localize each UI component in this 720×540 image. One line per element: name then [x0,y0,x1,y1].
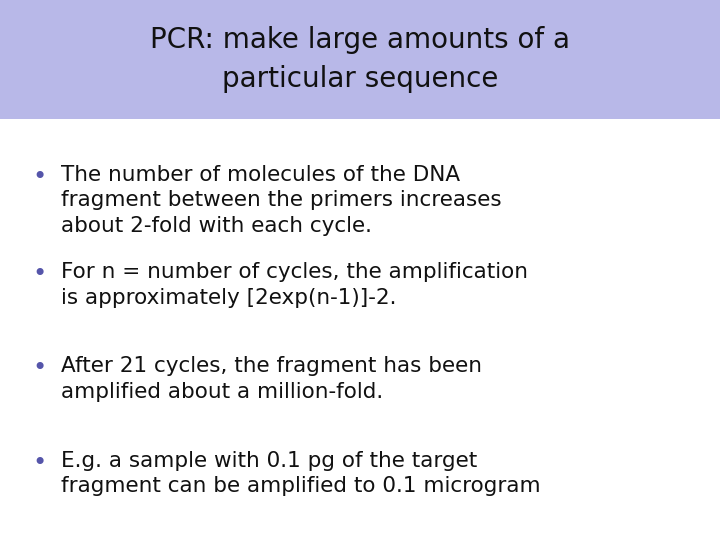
Text: E.g. a sample with 0.1 pg of the target
fragment can be amplified to 0.1 microgr: E.g. a sample with 0.1 pg of the target … [61,451,541,496]
FancyBboxPatch shape [0,0,720,119]
Text: •: • [32,165,47,188]
Text: After 21 cycles, the fragment has been
amplified about a million-fold.: After 21 cycles, the fragment has been a… [61,356,482,402]
Text: The number of molecules of the DNA
fragment between the primers increases
about : The number of molecules of the DNA fragm… [61,165,502,236]
Text: •: • [32,356,47,380]
Text: •: • [32,262,47,286]
Text: PCR: make large amounts of a
particular sequence: PCR: make large amounts of a particular … [150,26,570,93]
Text: •: • [32,451,47,475]
Text: For n = number of cycles, the amplification
is approximately [2exp(n-1)]-2.: For n = number of cycles, the amplificat… [61,262,528,307]
